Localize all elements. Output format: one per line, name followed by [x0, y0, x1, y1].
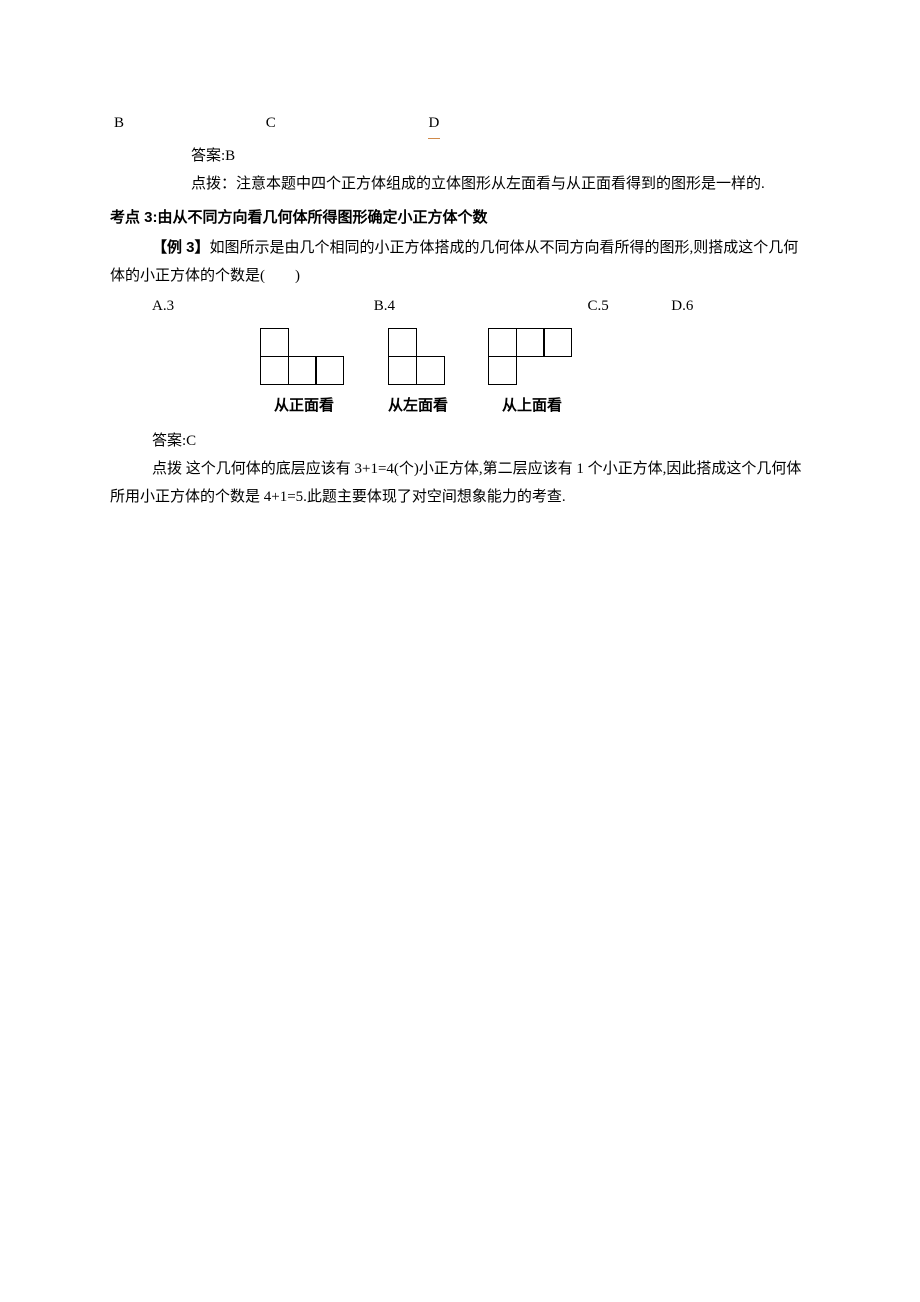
square — [260, 356, 289, 385]
front-view-shape — [260, 328, 348, 386]
option-a: A.3 — [110, 293, 370, 321]
square — [543, 328, 572, 357]
kaodian-3-heading: 考点 3:由从不同方向看几何体所得图形确定小正方体个数 — [110, 204, 810, 232]
answer-c: 答案:C — [110, 428, 810, 456]
square — [260, 328, 289, 357]
example-3-text: 如图所示是由几个相同的小正方体搭成的几何体从不同方向看所得的图形,则搭成这个几何… — [110, 240, 798, 284]
left-view-label: 从左面看 — [388, 392, 448, 420]
square — [416, 356, 445, 385]
square-row — [260, 356, 344, 385]
left-view-figure: 从左面看 — [388, 328, 448, 420]
square-row — [388, 356, 445, 385]
document-page: B C D 答案:B 点拨：注意本题中四个正方体组成的立体图形从左面看与从正面看… — [0, 0, 920, 1302]
hint-c: 点拨 这个几何体的底层应该有 3+1=4(个)小正方体,第二层应该有 1 个小正… — [110, 456, 810, 512]
square — [315, 356, 344, 385]
option-d: D.6 — [671, 293, 693, 321]
option-c-label: C — [266, 110, 424, 138]
square — [488, 328, 517, 357]
square — [388, 328, 417, 357]
hint-b: 点拨：注意本题中四个正方体组成的立体图形从左面看与从正面看得到的图形是一样的. — [110, 171, 810, 199]
front-view-label: 从正面看 — [274, 392, 334, 420]
square — [488, 356, 517, 385]
top-view-figure: 从上面看 — [488, 328, 576, 420]
square — [516, 328, 545, 357]
front-view-figure: 从正面看 — [260, 328, 348, 420]
top-view-label: 从上面看 — [502, 392, 562, 420]
square-row — [488, 328, 572, 357]
option-b: B.4 — [374, 293, 584, 321]
top-view-shape — [488, 328, 576, 386]
square — [388, 356, 417, 385]
views-figure-group: 从正面看 从左面看 从上面看 — [260, 328, 810, 420]
example-3-label: 【例 3】 — [152, 239, 210, 256]
option-b-label: B — [114, 110, 262, 138]
example-3-options: A.3 B.4 C.5 D.6 — [110, 293, 810, 321]
square — [288, 356, 317, 385]
left-view-shape — [388, 328, 448, 386]
answer-b: 答案:B — [110, 143, 810, 171]
example-3: 【例 3】如图所示是由几个相同的小正方体搭成的几何体从不同方向看所得的图形,则搭… — [110, 234, 810, 291]
option-row-bcd: B C D — [114, 110, 810, 139]
option-d-label: D — [428, 110, 441, 139]
option-c: C.5 — [588, 293, 668, 321]
